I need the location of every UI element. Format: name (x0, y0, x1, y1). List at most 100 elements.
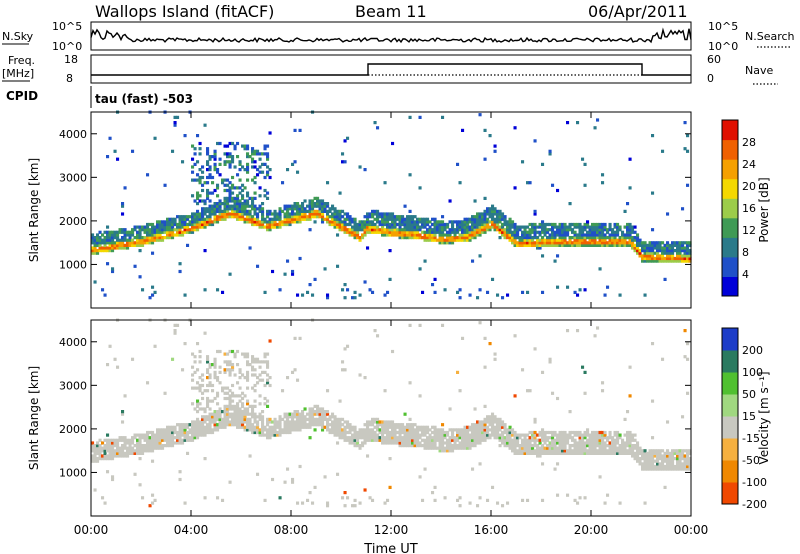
nsearch-label: N.Search (745, 30, 795, 43)
velocity-cell (266, 352, 270, 356)
power-cell (376, 220, 380, 224)
velocity-cell (146, 446, 150, 450)
power-cell (603, 243, 607, 247)
power-cell (291, 204, 295, 208)
velocity-cell (543, 441, 547, 445)
power-cell (308, 204, 312, 208)
velocity-cell (603, 436, 607, 440)
power-cell (418, 236, 422, 240)
power-cell (308, 199, 312, 203)
velocity-cell (653, 454, 657, 458)
velocity-cell (686, 467, 690, 471)
power-cell (396, 222, 400, 227)
velocity-cell (208, 420, 212, 424)
velocity-cell (548, 451, 552, 455)
power-cell (566, 230, 570, 234)
velocity-cell (93, 444, 97, 448)
velocity-cell (431, 425, 435, 429)
power-cell (391, 230, 395, 234)
velocity-cell (401, 438, 405, 442)
power-cell (648, 259, 652, 263)
velocity-cell (421, 444, 425, 448)
power-cell (486, 225, 490, 229)
velocity-cell (413, 423, 417, 427)
velocity-cell (226, 363, 230, 367)
velocity-cell (158, 436, 162, 440)
power-cell (481, 212, 485, 216)
power-cell (423, 220, 427, 224)
velocity-cell (611, 451, 615, 455)
power-cell (528, 181, 532, 185)
velocity-cell (236, 349, 240, 354)
velocity-cell (226, 352, 230, 356)
velocity-cell (658, 464, 662, 469)
power-cell (216, 217, 220, 221)
power-cell (211, 207, 215, 211)
velocity-cell (258, 412, 262, 416)
power-cell (243, 168, 247, 172)
velocity-cell (226, 404, 230, 408)
power-cell (258, 204, 262, 208)
power-cell (611, 230, 615, 234)
power-cell (378, 228, 382, 232)
velocity-cell (503, 425, 507, 429)
velocity-cell (381, 430, 385, 435)
colorbar-segment (722, 460, 738, 483)
velocity-cell (251, 386, 255, 390)
power-cell (496, 217, 500, 221)
velocity-cell (253, 389, 257, 393)
power-cell (421, 230, 425, 234)
power-cell (598, 241, 602, 245)
power-cell (358, 236, 362, 240)
velocity-cell (103, 451, 107, 455)
power-cell (553, 233, 557, 237)
power-cell (113, 233, 117, 237)
velocity-cell (401, 436, 405, 440)
velocity-cell (156, 433, 160, 437)
power-cell (676, 259, 680, 263)
power-cell (438, 238, 442, 242)
velocity-cell (251, 412, 255, 416)
power-cell (106, 262, 110, 266)
power-cell (363, 228, 367, 232)
power-cell (346, 222, 350, 227)
power-cell (341, 288, 345, 292)
velocity-cell (228, 420, 232, 424)
velocity-cell (513, 438, 517, 442)
velocity-cell (338, 430, 342, 435)
velocity-cell (551, 433, 555, 437)
power-cell (441, 230, 445, 234)
velocity-cell (336, 441, 340, 445)
power-cell (213, 168, 217, 172)
power-cell (528, 243, 532, 247)
velocity-cell (153, 344, 157, 348)
power-cell (288, 204, 292, 208)
velocity-cell (553, 433, 557, 437)
power-cell (553, 238, 557, 242)
velocity-cell (296, 378, 300, 382)
power-cell (556, 243, 560, 247)
velocity-cell (338, 428, 342, 432)
power-cell (243, 147, 247, 151)
velocity-cell (383, 441, 387, 445)
power-cell (458, 288, 462, 292)
velocity-cell (291, 428, 295, 432)
power-cell (328, 220, 332, 224)
velocity-cell (666, 467, 670, 471)
velocity-cell (388, 457, 392, 461)
velocity-cell (486, 420, 490, 424)
velocity-cell (278, 423, 282, 427)
velocity-cell (243, 394, 247, 398)
velocity-cell (651, 436, 655, 440)
power-cell (213, 215, 217, 219)
power-cell (603, 225, 607, 229)
velocity-cell (493, 352, 497, 356)
velocity-cell (103, 457, 107, 461)
power-cell (341, 215, 345, 219)
velocity-cell (173, 323, 177, 327)
velocity-cell (531, 433, 535, 437)
velocity-cell (298, 412, 302, 416)
power-cell (318, 199, 322, 203)
power-cell (561, 230, 565, 234)
velocity-cell (108, 449, 112, 453)
